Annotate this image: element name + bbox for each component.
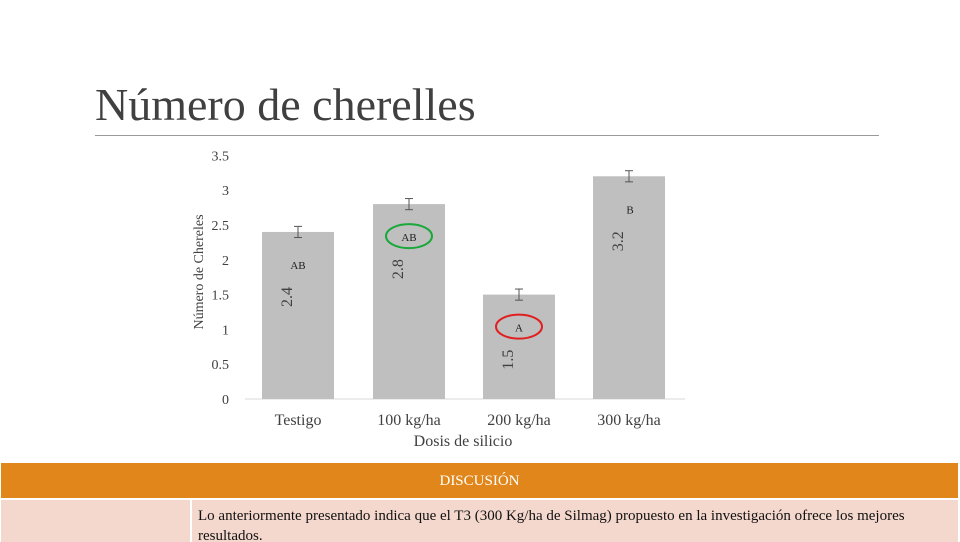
- data-label: 1.5: [500, 350, 517, 370]
- y-tick-label: 1.5: [212, 289, 230, 304]
- significance-letter: A: [515, 323, 523, 335]
- y-tick-label: 3.5: [212, 149, 230, 164]
- data-label: 2.4: [279, 287, 296, 307]
- discussion-table: DISCUSIÓN Lo anteriormente presentado in…: [0, 462, 960, 542]
- significance-letter: B: [626, 204, 633, 216]
- bar: [373, 204, 445, 399]
- bar-chart: Número de Chereles Dosis de silicio 0 0.5…: [192, 149, 685, 450]
- y-axis-label: Número de Chereles: [192, 214, 207, 329]
- discussion-text-cell: Lo anteriormente presentado indica que e…: [192, 500, 958, 542]
- y-tick-label: 0.5: [212, 358, 230, 373]
- x-tick-label: 100 kg/ha: [377, 412, 441, 429]
- x-axis-label: Dosis de silicio: [414, 433, 513, 450]
- highlight-circle: [385, 223, 433, 250]
- data-label: 2.8: [390, 259, 407, 279]
- discussion-text: Lo anteriormente presentado indica que e…: [198, 508, 905, 542]
- significance-letter: AB: [401, 232, 416, 244]
- bar: [262, 231, 334, 399]
- data-label: 3.2: [610, 231, 627, 251]
- bar: [593, 176, 665, 399]
- y-tick-label: 2.5: [212, 219, 230, 234]
- y-tick-label: 2: [222, 254, 229, 269]
- x-tick-label: 200 kg/ha: [487, 412, 551, 429]
- y-tick-label: 1: [222, 323, 229, 338]
- discussion-header: DISCUSIÓN: [1, 463, 958, 498]
- significance-letter: AB: [290, 260, 305, 272]
- x-tick-label: Testigo: [275, 412, 322, 429]
- slide-title: Número de cherelles: [95, 79, 476, 130]
- y-tick-label: 0: [222, 393, 229, 408]
- x-tick-label: 300 kg/ha: [597, 412, 661, 429]
- highlight-circle: [495, 313, 543, 340]
- title-divider: [95, 135, 879, 136]
- bar: [483, 294, 555, 399]
- y-tick-label: 3: [222, 184, 229, 199]
- discussion-left-cell: [1, 500, 190, 542]
